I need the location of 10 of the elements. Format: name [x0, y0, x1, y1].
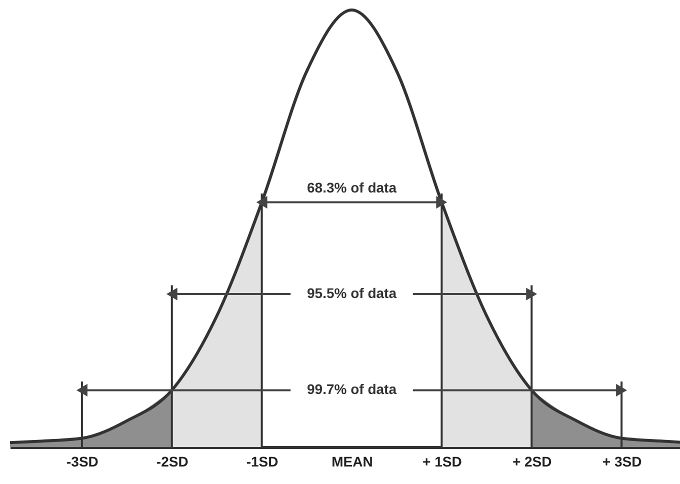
annotation: 68.3% of data	[307, 179, 397, 196]
x-tick-label: MEAN	[332, 454, 373, 470]
annotation: 95.5% of data	[307, 285, 397, 302]
x-tick-label: -3SD	[66, 454, 98, 470]
x-tick-label: + 1SD	[422, 454, 462, 470]
annotation: 99.7% of data	[307, 381, 397, 398]
x-tick-label: + 2SD	[512, 454, 552, 470]
x-tick-label: + 3SD	[602, 454, 642, 470]
x-tick-label: -1SD	[246, 454, 278, 470]
x-tick-label: -2SD	[156, 454, 188, 470]
